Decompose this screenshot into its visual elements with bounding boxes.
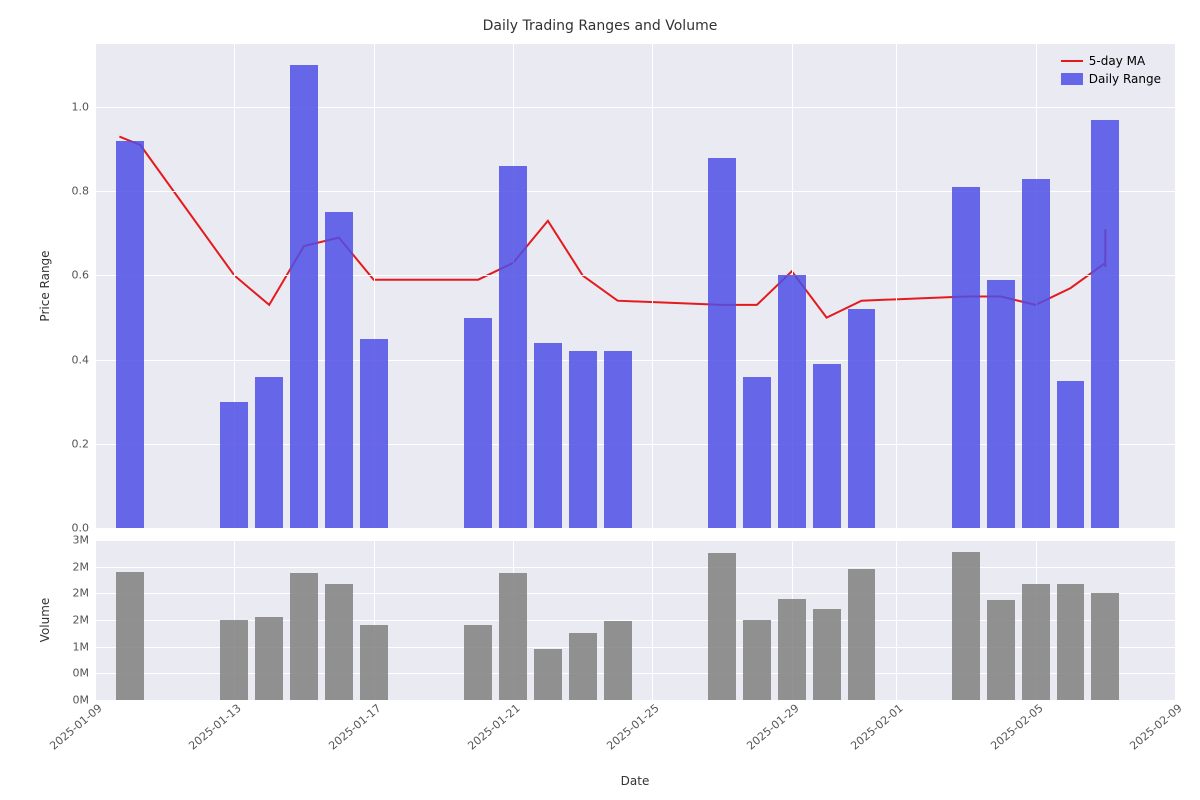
bar (290, 573, 318, 700)
bar (534, 343, 562, 528)
bar (464, 318, 492, 528)
grid-line (95, 540, 96, 700)
grid-line (896, 540, 897, 700)
bar (1022, 584, 1050, 700)
bar (464, 625, 492, 700)
bar (848, 569, 876, 700)
bar (1057, 381, 1085, 528)
bar (116, 572, 144, 700)
volume-panel: Volume 0M0M1M2M2M2M3M2025-01-092025-01-1… (95, 540, 1175, 700)
y-tick-label: 0M (73, 667, 96, 680)
y-tick-label: 2M (73, 587, 96, 600)
bar (604, 351, 632, 528)
chart-title: Daily Trading Ranges and Volume (0, 18, 1200, 34)
bar (952, 187, 980, 528)
bar (360, 625, 388, 700)
legend: 5-day MA Daily Range (1053, 48, 1169, 92)
bar (987, 280, 1015, 528)
price-range-panel: Price Range 5-day MADaily Range 0.00.20.… (95, 44, 1175, 528)
x-axis-label: Date (621, 774, 650, 788)
bar (255, 377, 283, 529)
bar (255, 617, 283, 700)
bar (360, 339, 388, 528)
grid-line (95, 44, 96, 528)
grid-line (95, 700, 1175, 701)
grid-line (652, 540, 653, 700)
bar (743, 377, 771, 529)
bar (708, 553, 736, 700)
x-tick-label: 2025-01-17 (325, 700, 384, 753)
grid-line (95, 107, 1175, 108)
bar (778, 275, 806, 528)
grid-line (95, 528, 1175, 529)
bar (813, 364, 841, 528)
bar (325, 212, 353, 528)
bar (604, 621, 632, 700)
bar (1091, 120, 1119, 528)
bar (778, 599, 806, 700)
bar (325, 584, 353, 700)
x-tick-label: 2025-01-29 (743, 700, 802, 753)
grid-line (95, 275, 1175, 276)
x-tick-label: 2025-01-09 (46, 700, 105, 753)
y-tick-label: 2M (73, 560, 96, 573)
grid-line (95, 191, 1175, 192)
x-tick-label: 2025-01-25 (603, 700, 662, 753)
legend-item: Daily Range (1061, 70, 1161, 88)
bar (952, 552, 980, 700)
legend-patch-swatch (1061, 73, 1083, 85)
grid-line (652, 44, 653, 528)
bar (1057, 584, 1085, 700)
grid-line (1175, 540, 1176, 700)
x-tick-label: 2025-02-09 (1126, 700, 1185, 753)
y-tick-label: 1.0 (72, 101, 96, 114)
legend-line-swatch (1061, 60, 1083, 62)
bar (534, 649, 562, 700)
x-tick-label: 2025-02-01 (847, 700, 906, 753)
y-tick-label: 0.6 (72, 269, 96, 282)
grid-line (1175, 44, 1176, 528)
bar (569, 633, 597, 700)
bar (1022, 179, 1050, 528)
volume-ylabel: Volume (38, 598, 52, 643)
bar (987, 600, 1015, 700)
bar (743, 620, 771, 700)
x-tick-label: 2025-01-13 (185, 700, 244, 753)
bar (220, 402, 248, 528)
legend-label: 5-day MA (1089, 54, 1145, 68)
bar (1091, 593, 1119, 700)
bar (499, 166, 527, 528)
y-tick-label: 0.2 (72, 437, 96, 450)
bar (848, 309, 876, 528)
y-tick-label: 3M (73, 534, 96, 547)
grid-line (95, 567, 1175, 568)
price-range-ylabel: Price Range (38, 250, 52, 321)
bar (569, 351, 597, 528)
bar (499, 573, 527, 700)
y-tick-label: 0.8 (72, 185, 96, 198)
y-tick-label: 1M (73, 640, 96, 653)
y-tick-label: 2M (73, 614, 96, 627)
grid-line (95, 593, 1175, 594)
figure: Daily Trading Ranges and Volume Price Ra… (0, 0, 1200, 800)
bar (116, 141, 144, 528)
x-tick-label: 2025-01-21 (464, 700, 523, 753)
grid-line (896, 44, 897, 528)
x-tick-label: 2025-02-05 (987, 700, 1046, 753)
bar (290, 65, 318, 528)
bar (813, 609, 841, 700)
legend-item: 5-day MA (1061, 52, 1161, 70)
bar (708, 158, 736, 528)
bar (220, 620, 248, 700)
grid-line (95, 540, 1175, 541)
legend-label: Daily Range (1089, 72, 1161, 86)
y-tick-label: 0.4 (72, 353, 96, 366)
